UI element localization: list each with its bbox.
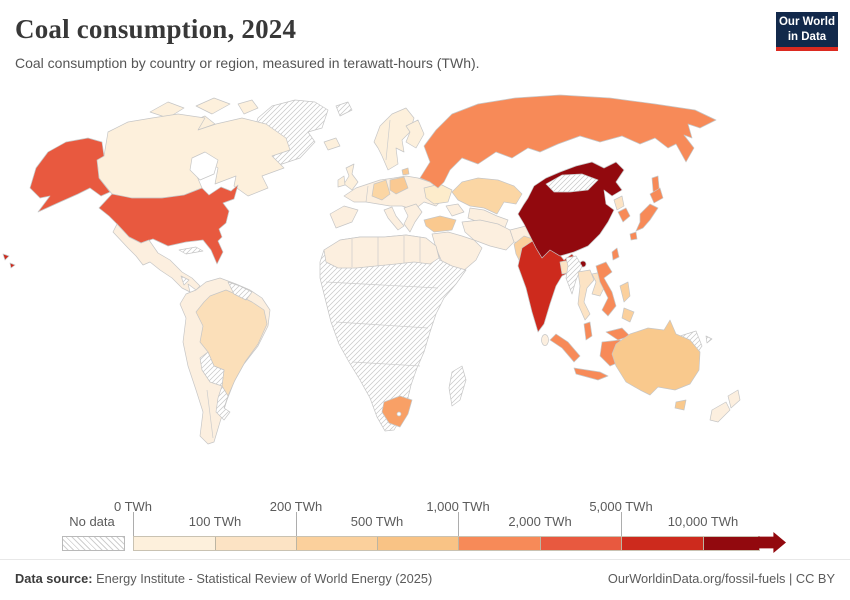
logo-line2: in Data [787,30,827,43]
region-guyanas[interactable] [227,281,253,301]
legend-bin-500-1000[interactable] [378,537,459,550]
legend-tick-mark [133,512,134,536]
country-bolivia[interactable] [199,351,225,387]
country-japan[interactable] [629,187,664,241]
lesotho [396,411,402,417]
legend-tick-label: 500 TWh [350,514,404,529]
logo-line1: Our World [778,16,835,29]
hudson-bay [189,151,219,181]
footer-separator: | [785,571,796,586]
country-vietnam[interactable] [595,261,617,317]
country-north-korea[interactable] [613,195,625,211]
owid-logo[interactable]: Our World in Data [776,12,838,51]
legend-bin-10000-plus[interactable] [704,537,759,550]
legend-open-ended-arrow [758,532,786,553]
country-new-zealand[interactable] [709,389,741,423]
legend-bin-2000-5000[interactable] [541,537,622,550]
country-iran[interactable] [461,219,515,251]
country-mexico-central-america[interactable] [112,223,201,293]
country-usa[interactable] [98,184,239,265]
legend-bin-1000-2000[interactable] [459,537,541,550]
country-taiwan[interactable] [611,247,620,261]
owid-url-link[interactable]: OurWorldinData.org/fossil-fuels [607,571,786,586]
country-usa-alaska[interactable] [29,137,111,213]
region-balkans-greece[interactable] [403,203,423,233]
country-australia[interactable] [611,319,701,411]
country-borders-detail [206,119,439,439]
chart-footer: Data source: Energy Institute - Statisti… [0,559,850,586]
map-legend: No data 0 TWh 100 TWh 200 TWh 500 TWh 1,… [0,495,850,557]
page-title: Coal consumption, 2024 [15,14,297,44]
world-choropleth-map [0,90,850,495]
country-finland[interactable] [405,119,425,149]
legend-tick-mark [458,512,459,536]
chart-subtitle: Coal consumption by country or region, m… [15,55,480,71]
country-paraguay-uruguay[interactable] [215,385,231,421]
country-philippines[interactable] [619,281,635,323]
region-north-africa[interactable] [323,234,440,269]
region-iberia[interactable] [329,205,359,229]
country-poland[interactable] [389,176,409,195]
legend-no-data-label: No data [69,514,115,529]
legend-tick-label: 200 TWh [269,499,323,514]
country-uk[interactable] [343,163,359,191]
legend-bin-0-100[interactable] [134,537,216,550]
legend-color-bar [133,536,760,551]
country-usa-hawaii[interactable] [2,253,16,269]
country-russia[interactable] [419,94,717,189]
legend-tick-label: 100 TWh [188,514,242,529]
data-source-label: Data source: [15,571,93,586]
country-germany[interactable] [371,179,391,201]
legend-tick-label: 0 TWh [113,499,153,514]
country-canada[interactable] [96,113,291,199]
country-south-korea[interactable] [617,207,631,223]
country-madagascar[interactable] [448,365,467,407]
footer-links: OurWorldinData.org/fossil-fuels | CC BY [608,571,835,586]
country-iceland[interactable] [323,137,341,151]
legend-tick-mark [621,512,622,536]
region-caucasus[interactable] [445,203,465,217]
country-ireland[interactable] [337,175,346,188]
legend-tick-label: 10,000 TWh [667,514,739,529]
region-scandinavia[interactable] [373,107,415,171]
country-china[interactable] [517,161,625,259]
country-malaysia[interactable] [583,321,631,341]
legend-no-data-swatch[interactable] [62,536,125,551]
country-myanmar[interactable] [565,255,583,295]
license-link[interactable]: CC BY [795,571,835,586]
legend-tick-label: 5,000 TWh [589,499,653,514]
data-source-note: Data source: Energy Institute - Statisti… [15,571,433,586]
country-baltic-state[interactable] [401,167,410,176]
arctic-islands[interactable] [149,97,259,131]
country-south-africa[interactable] [381,395,413,428]
country-kazakhstan[interactable] [451,177,523,215]
country-sri-lanka[interactable] [541,334,549,346]
country-mongolia[interactable] [545,173,599,193]
country-svalbard[interactable] [335,101,353,117]
country-turkey[interactable] [423,215,457,233]
country-nicaragua[interactable] [180,275,190,286]
country-italy[interactable] [383,206,405,231]
legend-bin-100-200[interactable] [216,537,297,550]
legend-tick-label: 1,000 TWh [426,499,490,514]
legend-tick-mark [296,512,297,536]
legend-bin-200-500[interactable] [297,537,378,550]
country-cuba[interactable] [178,246,204,255]
country-thailand[interactable] [577,269,595,321]
legend-bin-5000-10000[interactable] [622,537,704,550]
legend-tick-label: 2,000 TWh [508,514,572,529]
